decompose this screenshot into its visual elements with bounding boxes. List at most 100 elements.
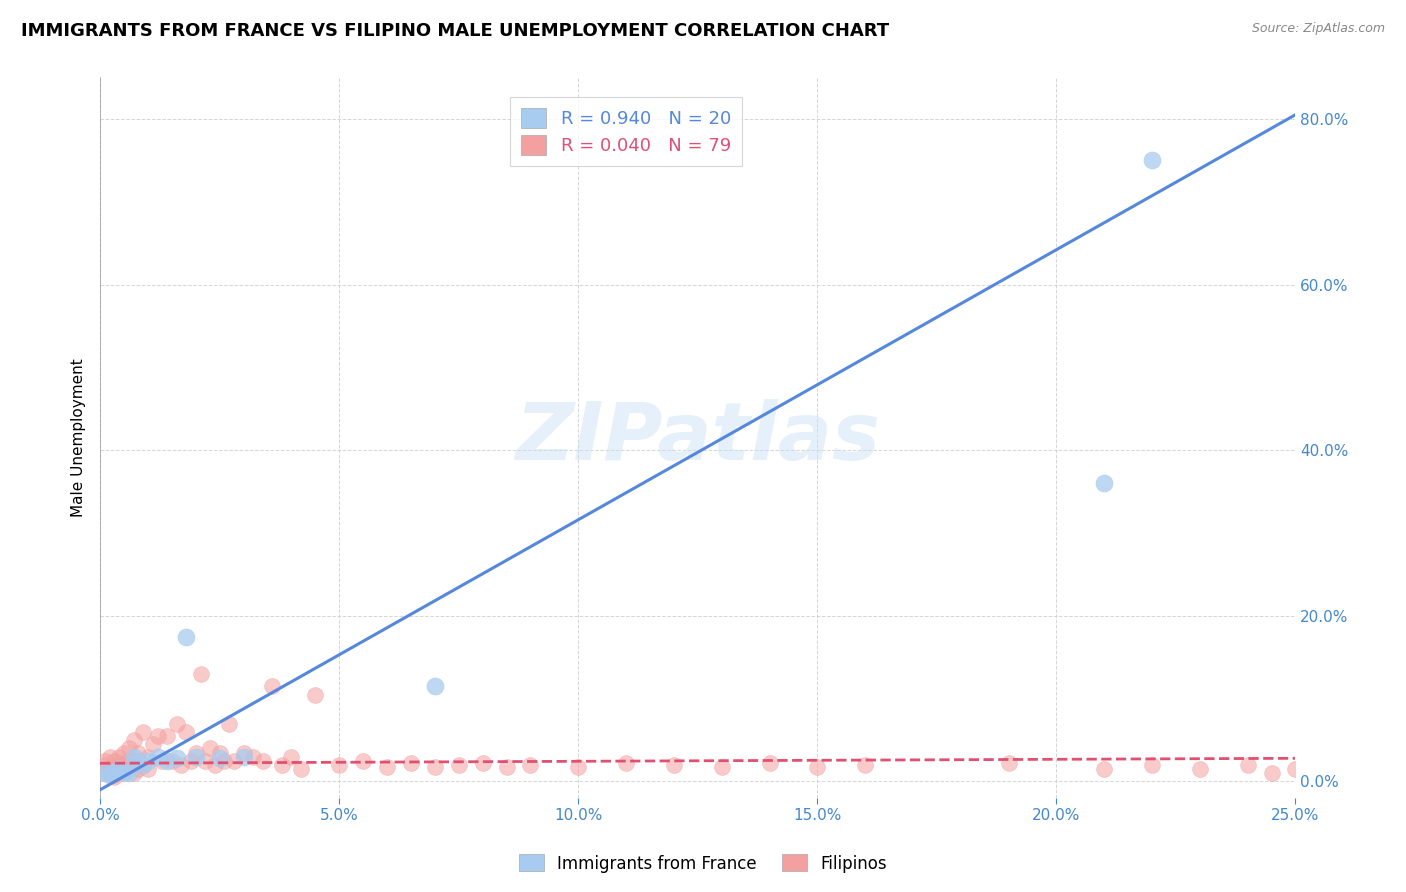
Point [94,766,117,780]
Point [98,768,121,782]
Text: IMMIGRANTS FROM FRANCE VS FILIPINO MALE UNEMPLOYMENT CORRELATION CHART: IMMIGRANTS FROM FRANCE VS FILIPINO MALE … [21,22,889,40]
Point [423,759,446,773]
Point [132,758,155,772]
Point [156,754,179,768]
Point [232,746,254,760]
Point [127,754,149,768]
Point [112,758,135,772]
Point [1140,758,1163,772]
Point [710,759,733,773]
Point [232,749,254,764]
Point [758,756,780,771]
Point [103,768,125,782]
Point [519,758,541,772]
Point [94,754,117,768]
Point [136,749,159,764]
Point [103,770,125,784]
Text: ZIPatlas: ZIPatlas [515,399,880,476]
Point [132,724,155,739]
Point [127,746,149,760]
Point [423,679,446,693]
Point [328,758,350,772]
Legend: R = 0.940   N = 20, R = 0.040   N = 79: R = 0.940 N = 20, R = 0.040 N = 79 [510,97,742,166]
Point [122,758,145,772]
Point [108,756,131,771]
Point [1188,762,1211,776]
Point [122,766,145,780]
Point [1092,762,1115,776]
Point [118,754,141,768]
Point [184,749,207,764]
Point [118,766,141,780]
Point [118,741,141,756]
Point [122,749,145,764]
Point [1140,153,1163,168]
Point [94,758,117,772]
Point [262,679,284,693]
Point [184,746,207,760]
Point [447,758,470,772]
Point [108,762,131,776]
Point [471,756,494,771]
Point [166,716,188,731]
Point [194,754,217,768]
Point [98,766,121,780]
Point [208,751,231,765]
Point [567,759,589,773]
Point [208,746,231,760]
Point [103,764,125,779]
Point [304,688,326,702]
Point [198,741,221,756]
Point [122,733,145,747]
Point [118,762,141,776]
Point [180,754,202,768]
Point [132,758,155,772]
Point [190,666,212,681]
Point [112,746,135,760]
Point [108,764,131,779]
Point [662,758,685,772]
Point [1284,762,1306,776]
Point [108,749,131,764]
Point [375,759,398,773]
Point [156,729,179,743]
Point [136,762,159,776]
Point [112,766,135,780]
Point [853,758,876,772]
Point [136,754,159,768]
Point [204,758,226,772]
Point [270,758,292,772]
Point [160,754,183,768]
Point [142,737,165,751]
Point [495,759,517,773]
Point [146,729,169,743]
Point [614,756,637,771]
Point [399,756,422,771]
Point [112,764,135,779]
Y-axis label: Male Unemployment: Male Unemployment [72,359,86,517]
Point [290,762,312,776]
Point [127,762,149,776]
Point [252,754,274,768]
Point [170,758,193,772]
Point [280,749,302,764]
Point [1260,766,1282,780]
Text: Source: ZipAtlas.com: Source: ZipAtlas.com [1251,22,1385,36]
Point [218,716,240,731]
Point [98,762,121,776]
Point [103,759,125,773]
Point [806,759,828,773]
Point [108,762,131,776]
Point [146,749,169,764]
Point [174,630,197,644]
Point [98,749,121,764]
Point [1092,476,1115,491]
Point [103,754,125,768]
Point [127,754,149,768]
Point [174,724,197,739]
Point [352,754,374,768]
Point [214,754,236,768]
Point [242,749,264,764]
Legend: Immigrants from France, Filipinos: Immigrants from France, Filipinos [512,847,894,880]
Point [1236,758,1258,772]
